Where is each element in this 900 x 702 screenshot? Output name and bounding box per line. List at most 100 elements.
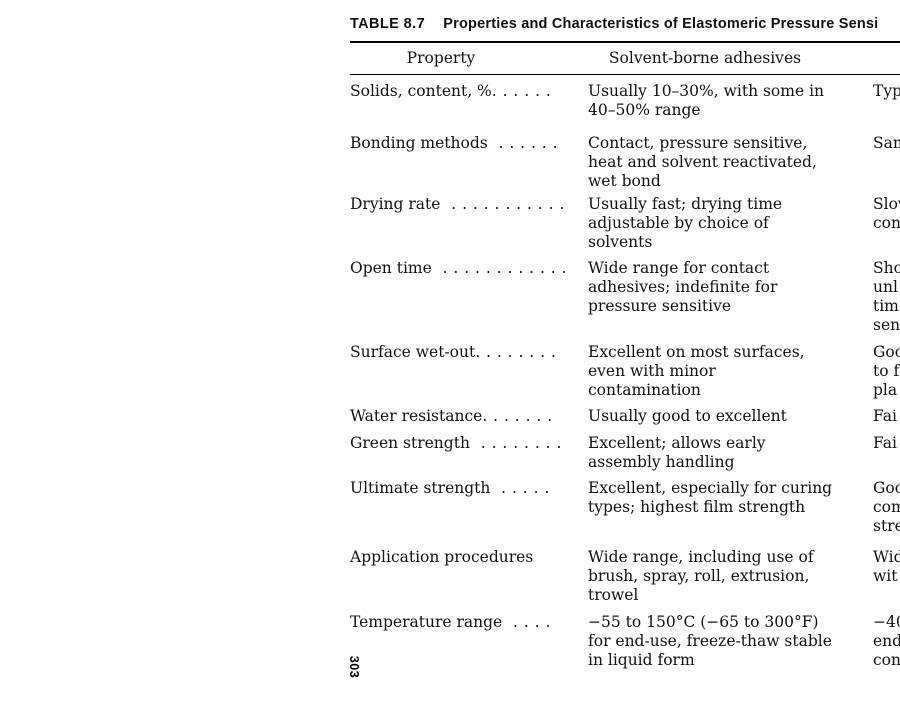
property-label: Green strength	[350, 434, 470, 452]
leader-dots: ........	[469, 434, 568, 452]
row-property-cell: Ultimate strength .....	[350, 479, 588, 536]
property-label: Drying rate	[350, 195, 441, 213]
table-title-text: Properties and Characteristics of Elasto…	[443, 16, 879, 32]
property-label: Water resistance	[350, 407, 483, 425]
text-line: −55 to 150°C (−65 to 300°F)	[588, 613, 819, 631]
table-title-label: TABLE 8.7	[350, 16, 426, 32]
property-label: Bonding methods	[350, 134, 488, 152]
row-property-cell: Bonding methods ......	[350, 134, 588, 191]
header-property: Property	[406, 49, 476, 67]
property-label: Open time	[350, 259, 432, 277]
property-label: Surface wet-out	[350, 343, 476, 361]
cell-solvent-borne: Excellent on most surfaces, even with min…	[588, 343, 873, 400]
text-line: Goo	[873, 479, 900, 497]
text-line: 40–50% range	[588, 101, 701, 119]
text-line: Typ	[873, 82, 900, 100]
cell-solvent-borne: −55 to 150°C (−65 to 300°F) for end-use, …	[588, 613, 873, 670]
text-line: Excellent; allows early	[588, 434, 766, 452]
text-line: assembly handling	[588, 453, 735, 471]
text-line: even with minor	[588, 362, 716, 380]
property-label: Solids, content, %	[350, 82, 492, 100]
text-line: heat and solvent reactivated,	[588, 153, 817, 171]
row-property-cell: Application procedures	[350, 548, 588, 605]
text-line: end	[873, 632, 900, 650]
text-line: pla	[873, 381, 898, 399]
text-line: tim	[873, 297, 899, 315]
row-property-cell: Drying rate ...........	[350, 195, 588, 252]
leader-dots: .....	[490, 479, 556, 497]
text-line: contamination	[588, 381, 701, 399]
cell-solvent-borne: Contact, pressure sensitive, heat and sol…	[588, 134, 873, 191]
table-body: Solids, content, %...... Usually 10–30%, …	[350, 75, 900, 670]
table-row: Application procedures Wide range, includ…	[350, 548, 900, 605]
text-line: in liquid form	[588, 651, 695, 669]
text-line: Usually good to excellent	[588, 407, 787, 425]
text-line: wet bond	[588, 172, 661, 190]
cell-third-column-cutoff: Wid wit	[873, 548, 900, 605]
cell-solvent-borne: Usually good to excellent	[588, 407, 873, 426]
cell-third-column-cutoff: Slowcon	[873, 195, 900, 252]
text-line: adjustable by choice of	[588, 214, 769, 232]
text-line: −40	[873, 613, 900, 631]
cell-third-column-cutoff: Fai	[873, 407, 900, 426]
table-row: Green strength ........ Excellent; allows…	[350, 434, 900, 472]
text-line: wit	[873, 567, 898, 585]
cell-solvent-borne: Excellent; allows early assembly handling	[588, 434, 873, 472]
leader-dots: .......	[482, 407, 559, 425]
table-header-row: Property Solvent-borne adhesives	[350, 43, 900, 74]
row-property-cell: Open time ............	[350, 259, 588, 335]
leader-dots: ......	[487, 134, 564, 152]
leader-dots: ...........	[440, 195, 571, 213]
table-row: Water resistance....... Usually good to e…	[350, 407, 900, 426]
leader-dots: ........	[475, 343, 562, 361]
text-line: con	[873, 214, 900, 232]
text-line: Wide range, including use of	[588, 548, 814, 566]
row-property-cell: Solids, content, %......	[350, 82, 588, 120]
text-line: brush, spray, roll, extrusion,	[588, 567, 810, 585]
header-solvent-cell: Solvent-borne adhesives	[588, 49, 873, 67]
table-row: Solids, content, %...... Usually 10–30%, …	[350, 82, 900, 120]
table-row: Open time ............ Wide range for con…	[350, 259, 900, 335]
leader-dots: ............	[431, 259, 573, 277]
text-line: unl	[873, 278, 898, 296]
text-line: Wid	[873, 548, 900, 566]
table-row: Surface wet-out........ Excellent on most…	[350, 343, 900, 400]
text-line: pressure sensitive	[588, 297, 732, 315]
text-line: Sam	[873, 134, 900, 152]
header-property-cell: Property	[350, 49, 588, 67]
cell-third-column-cutoff: Sho unl tim sen	[873, 259, 900, 335]
text-line: Slow	[873, 195, 900, 213]
cell-solvent-borne: Wide range for contact adhesives; indefin…	[588, 259, 873, 335]
table-row: Ultimate strength ..... Excellent, especi…	[350, 479, 900, 536]
cell-third-column-cutoff: Typ	[873, 82, 900, 120]
cell-third-column-cutoff: −40endcon	[873, 613, 900, 670]
row-property-cell: Surface wet-out........	[350, 343, 588, 400]
cell-third-column-cutoff: Sam	[873, 134, 900, 191]
property-label: Ultimate strength	[350, 479, 491, 497]
text-line: Excellent on most surfaces,	[588, 343, 805, 361]
text-line: com	[873, 498, 900, 516]
row-property-cell: Water resistance.......	[350, 407, 588, 426]
table-8-7: TABLE 8.7 Properties and Characteristics…	[350, 15, 900, 677]
property-label: Temperature range	[350, 613, 503, 631]
row-property-cell: Temperature range ....	[350, 613, 588, 670]
text-line: Fai	[873, 434, 897, 452]
text-line: Excellent, especially for curing	[588, 479, 833, 497]
row-property-cell: Green strength ........	[350, 434, 588, 472]
header-solvent-borne: Solvent-borne adhesives	[608, 49, 802, 67]
text-line: Wide range for contact	[588, 259, 770, 277]
text-line: con	[873, 651, 900, 669]
cell-solvent-borne: Wide range, including use of brush, spray…	[588, 548, 873, 605]
text-line: Contact, pressure sensitive,	[588, 134, 808, 152]
cell-solvent-borne: Usually 10–30%, with some in 40–50% range	[588, 82, 873, 120]
text-line: to f	[873, 362, 900, 380]
text-line: for end-use, freeze-thaw stable	[588, 632, 832, 650]
rule-thin	[350, 74, 900, 75]
text-line: types; highest film strength	[588, 498, 806, 516]
text-line: Goo	[873, 343, 900, 361]
table-row: Temperature range .... −55 to 150°C (−65 …	[350, 613, 900, 670]
text-line: adhesives; indefinite for	[588, 278, 778, 296]
cell-third-column-cutoff: Goo com stre	[873, 479, 900, 536]
cell-solvent-borne: Usually fast; drying time adjustable by c…	[588, 195, 873, 252]
